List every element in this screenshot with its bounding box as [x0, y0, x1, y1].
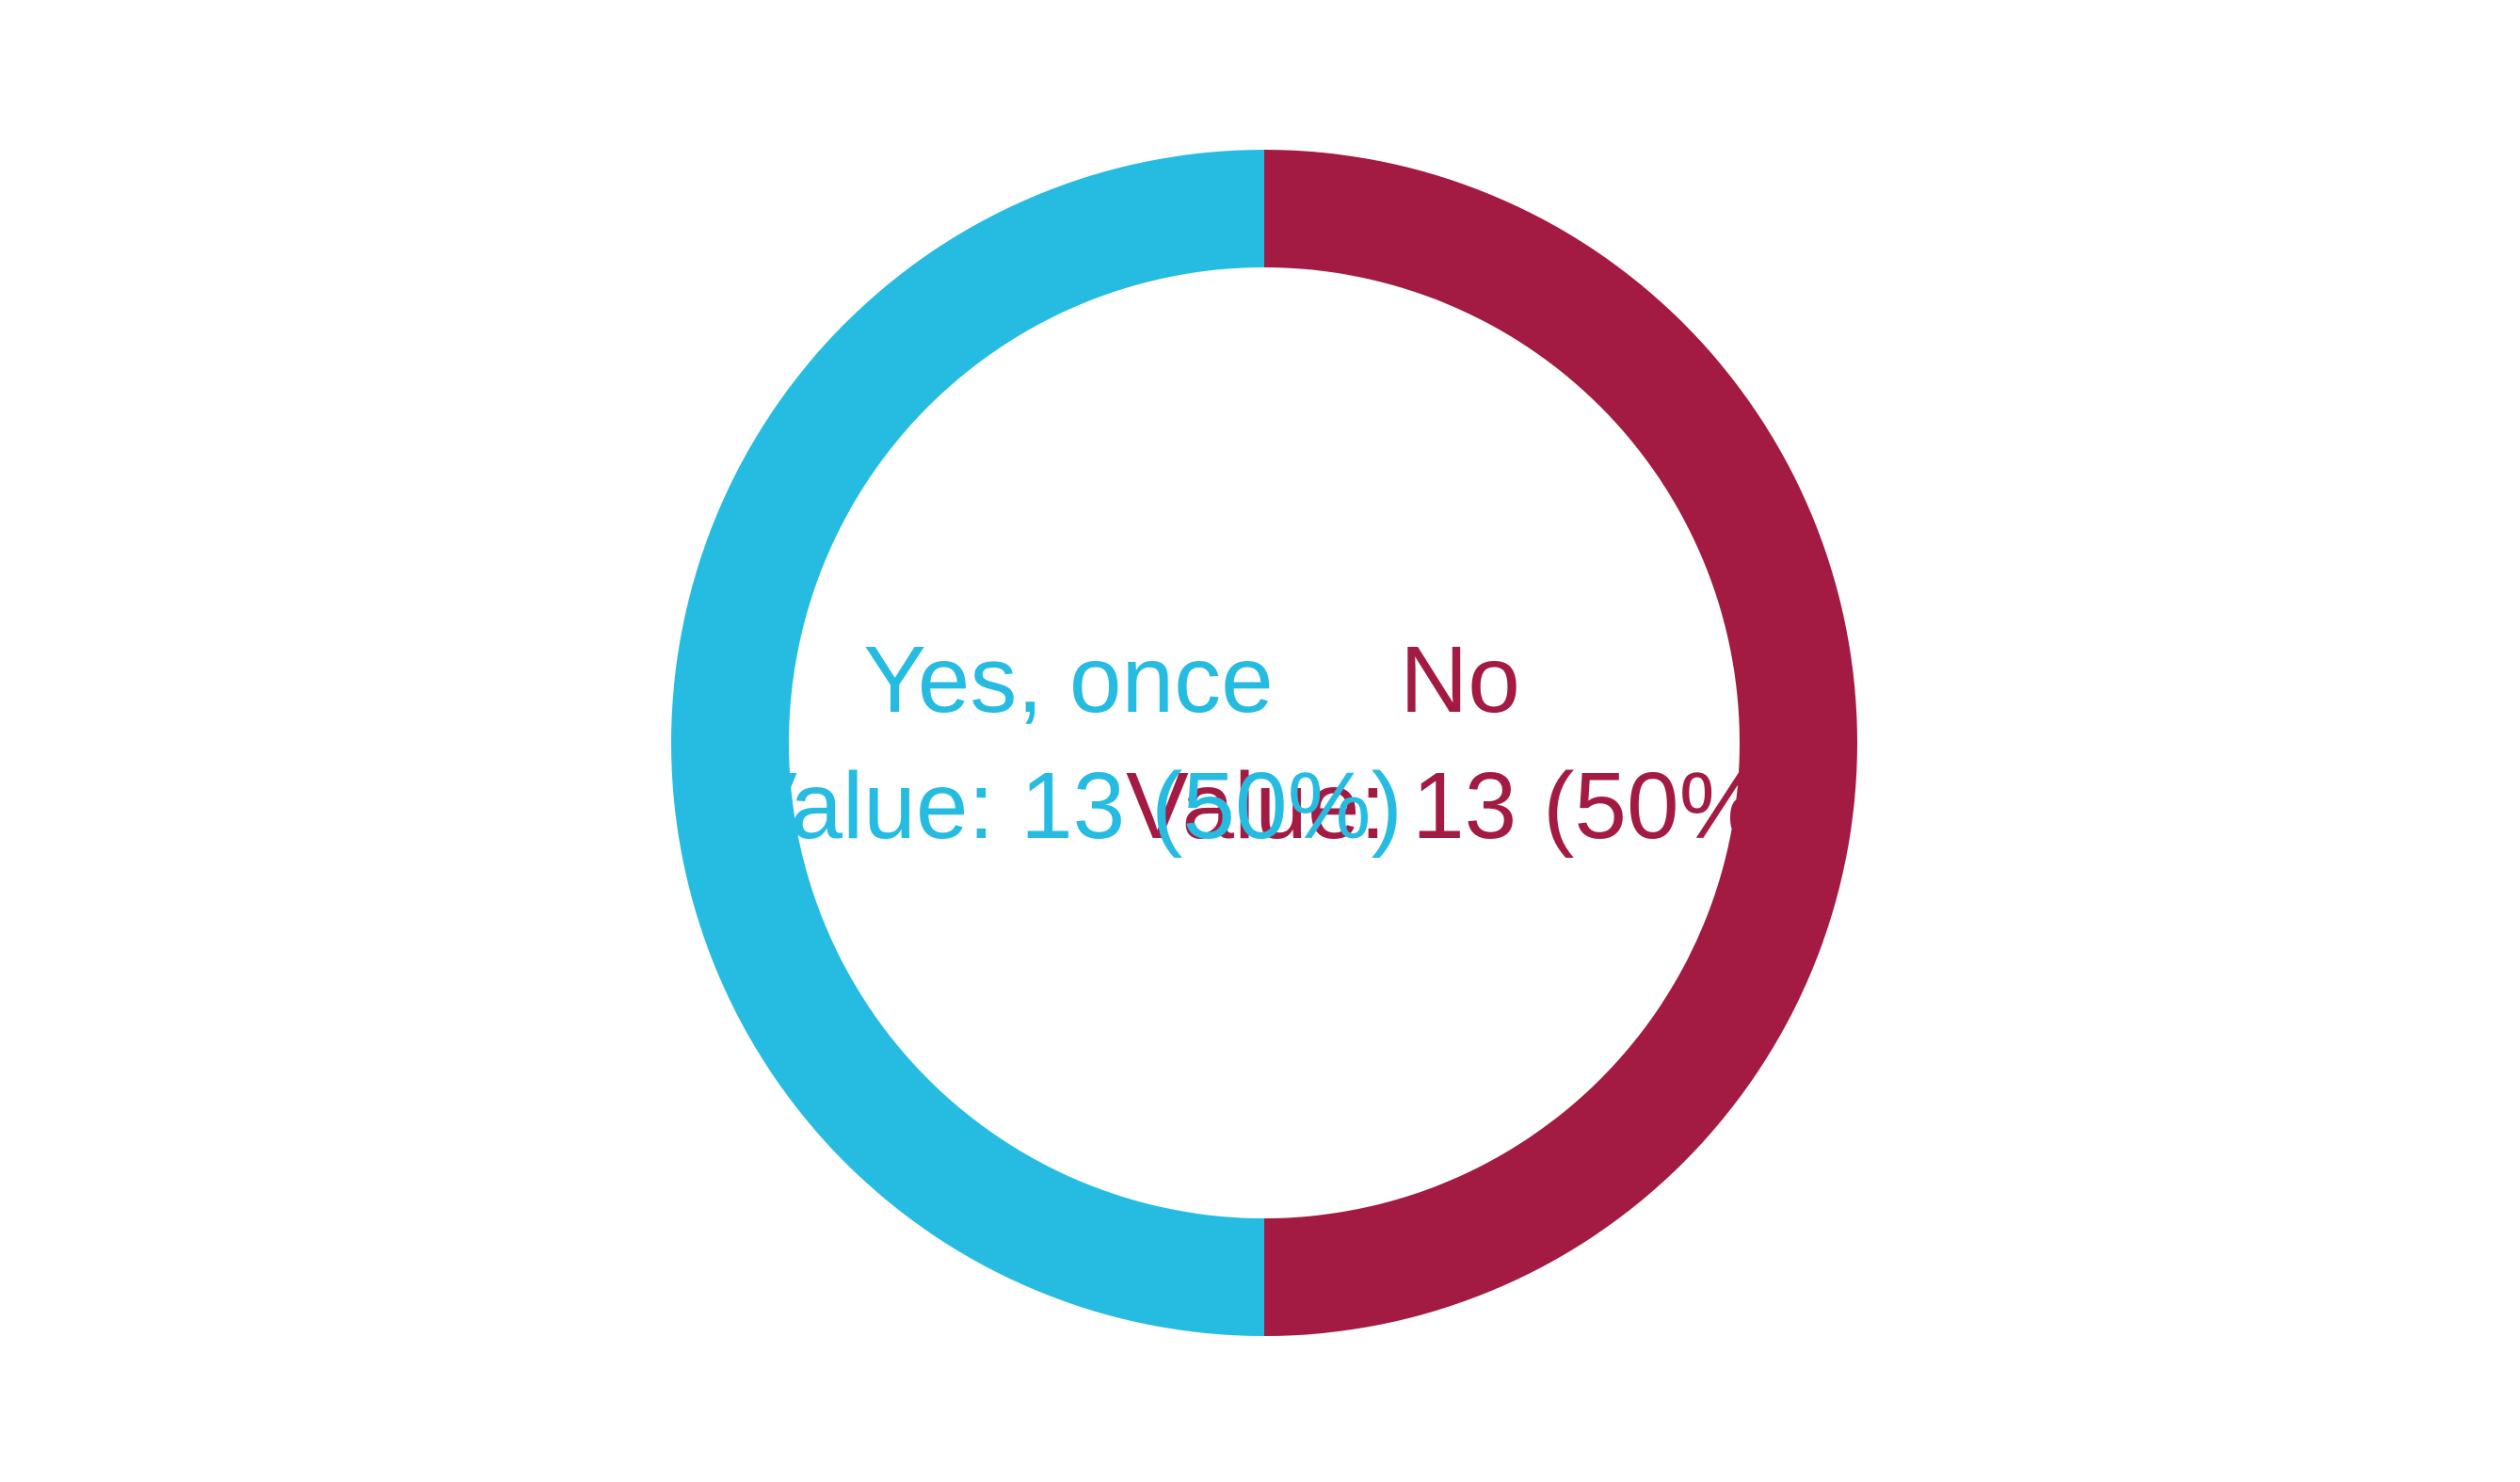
slice-label-yes-once: Yes, once	[863, 627, 1274, 733]
slice-label-no: No	[1400, 627, 1520, 733]
slice-no[interactable]	[1264, 150, 1857, 1336]
slice-yes-once[interactable]	[671, 150, 1264, 1336]
slice-value-no: Value: 13 (50%)	[1126, 753, 1794, 859]
slice-value-yes-once: Value: 13 (50%)	[734, 753, 1403, 859]
slices-layer	[671, 150, 1857, 1336]
labels-layer: No Value: 13 (50%) Yes, once Value: 13 (50%…	[734, 627, 1794, 859]
